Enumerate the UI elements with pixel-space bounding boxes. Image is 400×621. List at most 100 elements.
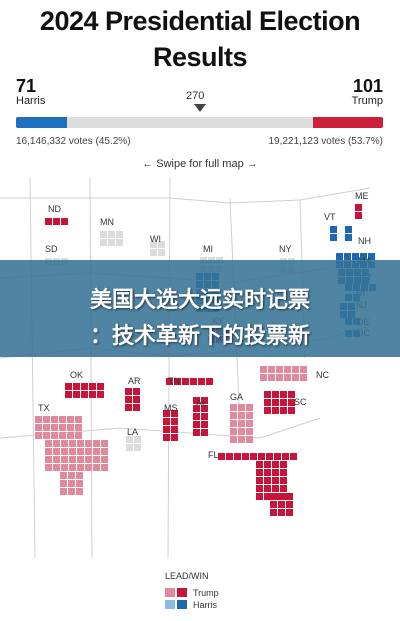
map-tile [53, 218, 60, 225]
map-tile [284, 374, 291, 381]
map-tile [174, 378, 181, 385]
map-tile [272, 469, 279, 476]
map-tile [276, 374, 283, 381]
map-tile [264, 461, 271, 468]
map-tile [61, 218, 68, 225]
map-tile [35, 416, 42, 423]
map-tile [133, 388, 140, 395]
map-tile [272, 399, 279, 406]
map-tile [292, 374, 299, 381]
map-tile [280, 461, 287, 468]
map-tile [193, 429, 200, 436]
map-tile [272, 391, 279, 398]
map-tile [89, 383, 96, 390]
map-tile [286, 493, 293, 500]
map-tile [77, 448, 84, 455]
state-label-ga: GA [230, 392, 243, 402]
map-tile [69, 440, 76, 447]
state-label-wi: WI [150, 234, 161, 244]
banner-headline-line2: ：技术革新下的投票新 [89, 323, 310, 348]
page-subtitle: Results [152, 42, 248, 72]
trump-win-swatch [177, 588, 187, 597]
map-tile [101, 448, 108, 455]
map-tile [53, 456, 60, 463]
map-tile [264, 407, 271, 414]
legend-trump-label: Trump [193, 588, 219, 598]
map-tile [256, 461, 263, 468]
map-tile [282, 453, 289, 460]
map-tile [108, 239, 115, 246]
threshold-marker-icon [194, 104, 206, 112]
state-label-nc: NC [316, 370, 329, 380]
map-tile [171, 418, 178, 425]
map-tile [238, 412, 245, 419]
map-tile [59, 416, 66, 423]
map-tile [89, 391, 96, 398]
harris-votes: 16,146,332 votes (45.2%) [16, 136, 131, 147]
harris-name: Harris [16, 95, 46, 107]
map-tile [201, 397, 208, 404]
map-tile [193, 413, 200, 420]
map-tile [65, 391, 72, 398]
map-tile [280, 407, 287, 414]
state-label-al: AL [196, 398, 207, 408]
map-tile [53, 440, 60, 447]
map-tile [344, 253, 351, 260]
map-tile [61, 440, 68, 447]
map-tile [230, 428, 237, 435]
map-tile [77, 440, 84, 447]
map-tile [268, 366, 275, 373]
map-tile [280, 391, 287, 398]
map-tile [288, 391, 295, 398]
state-label-ny: NY [279, 244, 292, 254]
map-tile [43, 416, 50, 423]
map-tile [182, 378, 189, 385]
map-tile [45, 464, 52, 471]
map-tile [278, 509, 285, 516]
map-tile [360, 253, 367, 260]
map-tile [125, 396, 132, 403]
map-tile [230, 404, 237, 411]
map-tile [108, 231, 115, 238]
map-tile [193, 405, 200, 412]
map-tile [286, 509, 293, 516]
map-tile [163, 426, 170, 433]
map-tile [246, 412, 253, 419]
map-tile [280, 485, 287, 492]
map-tile [250, 453, 257, 460]
map-tile [270, 509, 277, 516]
map-tile [201, 413, 208, 420]
map-tile [171, 426, 178, 433]
map-tile [242, 453, 249, 460]
map-tile [276, 366, 283, 373]
map-tile [76, 480, 83, 487]
map-tile [163, 434, 170, 441]
map-tile [218, 453, 225, 460]
map-tile [238, 420, 245, 427]
map-tile [134, 436, 141, 443]
swipe-hint[interactable]: ← Swipe for full map → [142, 158, 258, 170]
map-tile [330, 234, 337, 241]
map-tile [278, 501, 285, 508]
map-tile [292, 366, 299, 373]
map-tile [256, 485, 263, 492]
map-tile [163, 410, 170, 417]
state-label-la: LA [127, 427, 138, 437]
map-tile [116, 231, 123, 238]
map-tile [272, 477, 279, 484]
state-label-tn: TN [168, 376, 180, 386]
map-tile [171, 410, 178, 417]
map-tile [272, 485, 279, 492]
election-map[interactable]: NDMNWISDMINYMEVTNHMACTRINJDEDCKYOKNCARTN… [0, 178, 400, 558]
map-tile [288, 407, 295, 414]
map-tile [166, 378, 173, 385]
map-tile [158, 249, 165, 256]
map-tile [67, 432, 74, 439]
map-tile [93, 464, 100, 471]
map-tile [260, 374, 267, 381]
map-tile [300, 374, 307, 381]
map-tile [60, 472, 67, 479]
map-tile [125, 404, 132, 411]
trump-lead-swatch [165, 588, 175, 597]
map-tile [75, 424, 82, 431]
